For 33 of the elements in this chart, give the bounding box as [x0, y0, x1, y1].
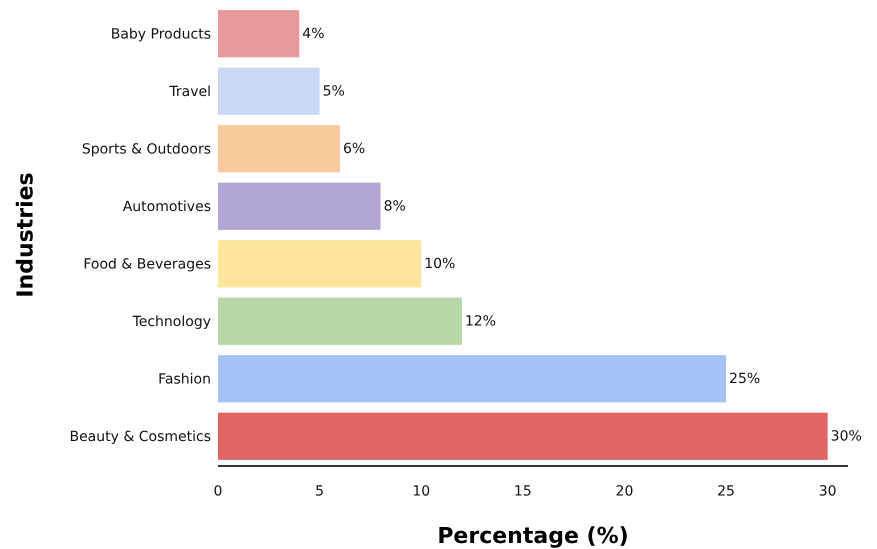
bar: [218, 68, 320, 115]
bar: [218, 412, 828, 460]
y-tick-label: Travel: [168, 84, 211, 100]
x-tick-label: 30: [818, 484, 837, 500]
y-tick-label: Baby Products: [110, 26, 211, 43]
y-tick-label: Fashion: [158, 372, 211, 388]
bar: [218, 240, 422, 288]
x-tick-label: 0: [214, 484, 222, 500]
y-tick-label: Beauty & Cosmetics: [69, 429, 211, 446]
y-tick-label: Sports & Outdoors: [82, 142, 211, 158]
y-axis-title: Industries: [13, 172, 38, 298]
data-label: 4%: [302, 26, 325, 42]
y-tick-label: Food & Beverages: [83, 256, 211, 273]
x-tick-label: 5: [315, 484, 324, 500]
bar: [218, 298, 462, 345]
data-label: 6%: [342, 140, 366, 157]
bar: [218, 355, 726, 402]
y-tick-label: Automotives: [122, 199, 211, 216]
bar: [218, 10, 300, 58]
data-label: 12%: [464, 313, 496, 330]
data-label: 10%: [424, 256, 456, 272]
x-axis-title: Percentage (%): [437, 524, 629, 549]
bar: [218, 125, 340, 172]
data-label: 30%: [830, 428, 862, 444]
x-tick-label: 25: [717, 484, 735, 500]
data-label: 8%: [384, 198, 406, 214]
y-tick-label: Technology: [132, 314, 211, 330]
x-tick-label: 20: [616, 484, 634, 500]
data-label: 25%: [729, 370, 760, 387]
bar: [218, 182, 381, 230]
data-label: 5%: [322, 83, 345, 100]
x-tick-label: 10: [412, 484, 430, 500]
x-tick-label: 15: [514, 484, 532, 500]
